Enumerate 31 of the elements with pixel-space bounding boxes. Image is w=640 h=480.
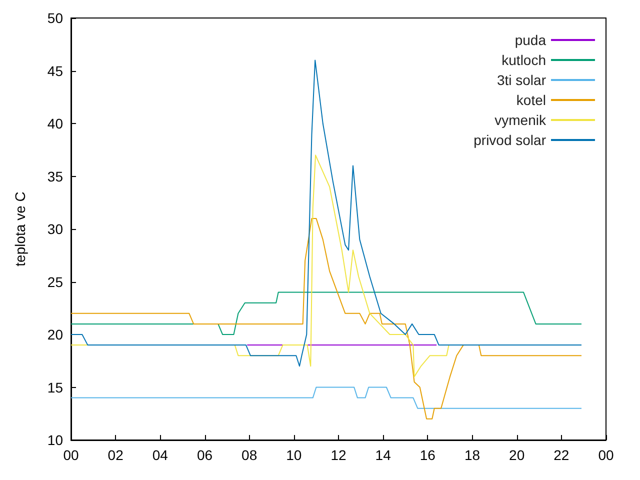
x-tick-label: 04	[152, 447, 168, 463]
y-tick-label: 20	[47, 326, 64, 342]
y-tick-label: 35	[47, 168, 64, 184]
line-series	[70, 292, 582, 335]
line-series	[70, 218, 582, 420]
x-tick-label: 14	[375, 447, 392, 463]
legend-label: privod solar	[474, 132, 546, 148]
y-tick-label: 25	[47, 274, 64, 290]
x-tick-label: 20	[509, 447, 525, 463]
x-tick-label: 02	[108, 447, 124, 463]
y-tick-label: 10	[47, 432, 64, 448]
y-tick-label: 30	[47, 221, 64, 237]
x-tick-label: 18	[464, 447, 480, 463]
x-tick-label: 00	[598, 447, 614, 463]
legend-label: puda	[514, 32, 546, 48]
legend-label: vymenik	[494, 112, 547, 128]
x-tick-label: 12	[330, 447, 346, 463]
y-tick-label: 40	[47, 116, 64, 132]
x-tick-label: 10	[286, 447, 302, 463]
y-tick-label: 15	[47, 379, 64, 396]
y-tick-label: 45	[47, 62, 64, 79]
legend-label: 3ti solar	[496, 72, 546, 88]
legend-label: kutloch	[502, 52, 546, 68]
y-axis-title: teplota ve C	[12, 192, 28, 266]
x-tick-label: 16	[420, 447, 436, 463]
x-tick-label: 08	[242, 447, 258, 463]
x-tick-label: 00	[63, 447, 79, 463]
x-tick-label: 22	[554, 447, 570, 463]
legend-label: kotel	[516, 92, 546, 108]
y-tick-label: 50	[47, 10, 64, 26]
x-tick-label: 06	[196, 447, 213, 463]
